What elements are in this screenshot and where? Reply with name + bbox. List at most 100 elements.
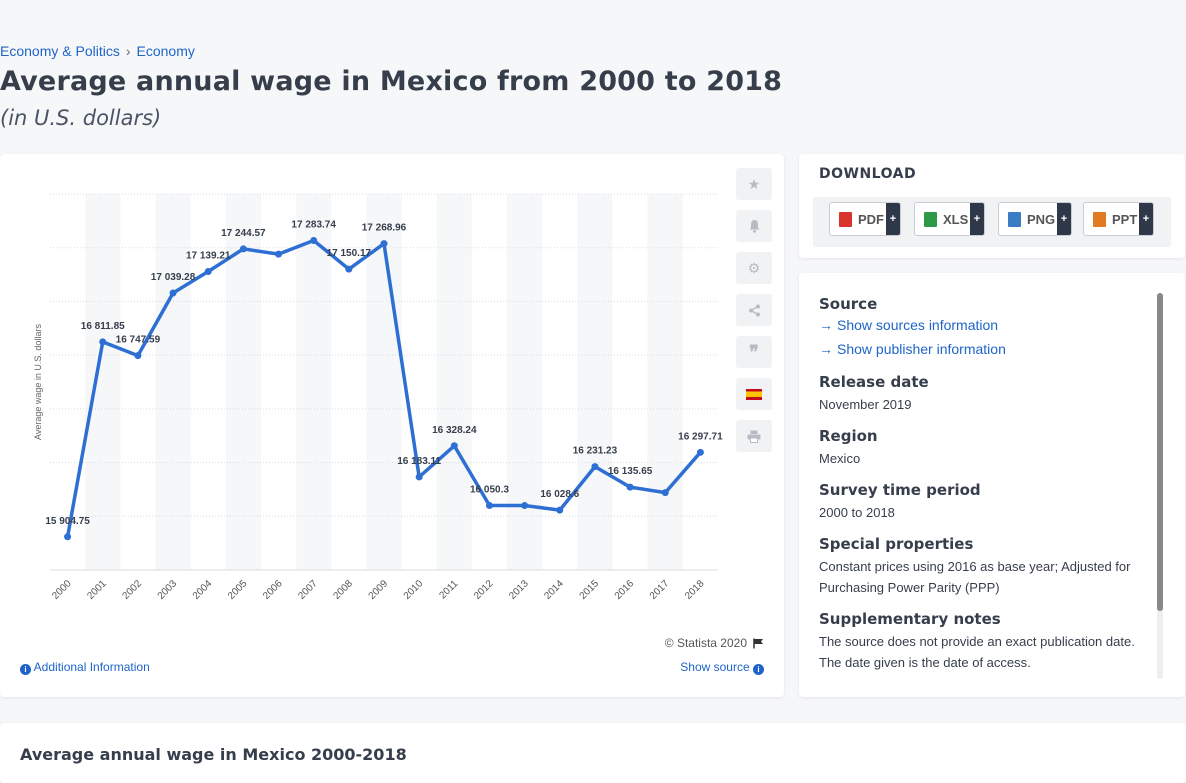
spanish-flag-icon (746, 388, 762, 400)
data-label: 17 150.17 (327, 248, 372, 259)
data-point (521, 502, 529, 510)
data-point (169, 289, 177, 297)
info-icon: i (753, 664, 764, 675)
source-heading: Source (819, 295, 878, 313)
cite-button[interactable]: ❞ (736, 336, 772, 368)
favorite-button[interactable]: ★ (736, 168, 772, 200)
ppt-file-icon (1093, 211, 1106, 227)
x-tick-label: 2011 (437, 578, 460, 601)
data-point (310, 236, 318, 244)
x-tick-label: 2015 (578, 578, 602, 602)
pdf-file-icon (839, 211, 852, 227)
page-title: Average annual wage in Mexico from 2000 … (0, 66, 783, 97)
breadcrumb-separator: › (125, 43, 131, 59)
download-ppt-button[interactable]: PPT + (1083, 202, 1154, 236)
data-label: 16 811.85 (81, 321, 125, 332)
breadcrumb-economy-politics[interactable]: Economy & Politics (0, 43, 120, 59)
data-point (485, 501, 493, 509)
data-point (380, 240, 388, 248)
download-xls-label: XLS (943, 211, 969, 227)
x-tick-label: 2002 (121, 578, 145, 602)
table-title: Average annual wage in Mexico 2000-2018 (20, 745, 407, 764)
chart-card: Average wage in U.S. dollars 2000 2001 2002… (0, 154, 784, 697)
print-icon (747, 430, 761, 443)
data-point (239, 245, 247, 253)
data-label: 16 135.65 (608, 466, 653, 477)
show-source-link[interactable]: Show source i (680, 660, 764, 675)
share-button[interactable] (736, 294, 772, 326)
special-properties-heading: Special properties (819, 535, 974, 553)
x-tick-label: 2001 (85, 578, 109, 602)
data-point (661, 489, 669, 497)
chart-toolbar: ★ ⚙ ❞ (736, 168, 772, 452)
data-point (64, 533, 72, 541)
data-label: 17 283.74 (291, 219, 336, 230)
data-label: 16 231.23 (573, 446, 618, 457)
data-label: 16 050.3 (470, 484, 509, 495)
page-subtitle: (in U.S. dollars) (0, 106, 162, 130)
special-properties-value: Constant prices using 2016 as base year;… (819, 559, 1131, 595)
details-scrollbar[interactable] (1157, 293, 1163, 679)
data-point (99, 338, 107, 346)
language-button[interactable] (736, 378, 772, 410)
additional-information-link[interactable]: i Additional Information (20, 660, 150, 675)
region-value: Mexico (819, 451, 861, 466)
details-scroll-area[interactable]: Source → Show sources information → Show p… (819, 295, 1149, 677)
chart-band (155, 194, 191, 570)
scrollbar-thumb[interactable] (1157, 293, 1163, 611)
show-sources-link[interactable]: → Show sources information (819, 313, 1149, 337)
chart-band (85, 194, 121, 570)
line-chart: Average wage in U.S. dollars 2000 2001 2002… (33, 193, 723, 602)
show-publisher-link[interactable]: → Show publisher information (819, 337, 1149, 361)
flag-report-icon[interactable] (753, 638, 764, 649)
breadcrumb: Economy & Politics › Economy (0, 43, 195, 59)
download-png-label: PNG (1027, 211, 1056, 227)
x-tick-label: 2010 (402, 578, 426, 602)
data-point (696, 448, 704, 456)
x-tick-label: 2005 (226, 578, 250, 602)
x-tick-label: 2012 (472, 578, 496, 602)
download-xls-button[interactable]: XLS + (914, 202, 985, 236)
release-date-value: November 2019 (819, 397, 912, 412)
gear-icon: ⚙ (747, 259, 761, 276)
download-pdf-label: PDF (858, 211, 884, 227)
info-icon: i (20, 664, 31, 675)
x-tick-label: 2000 (50, 578, 74, 602)
data-point (275, 250, 283, 258)
data-point (204, 268, 212, 276)
breadcrumb-economy[interactable]: Economy (136, 43, 195, 59)
download-title: DOWNLOAD (819, 166, 917, 182)
copyright: © Statista 2020 (665, 636, 764, 650)
x-tick-label: 2018 (683, 578, 707, 602)
print-button[interactable] (736, 420, 772, 452)
download-ppt-label: PPT (1112, 211, 1138, 227)
x-tick-label: 2004 (191, 578, 215, 602)
chart-band (296, 194, 332, 570)
x-tick-label: 2003 (156, 578, 180, 602)
data-label: 17 039.28 (151, 272, 196, 283)
plus-icon: + (1139, 203, 1153, 235)
star-icon: ★ (747, 175, 761, 192)
release-date-heading: Release date (819, 373, 929, 391)
chart-band (647, 194, 683, 570)
data-point (556, 506, 564, 514)
xls-file-icon (924, 211, 937, 227)
x-tick-label: 2009 (367, 578, 391, 602)
download-pdf-button[interactable]: PDF + (829, 202, 901, 236)
data-point (626, 483, 634, 491)
settings-button[interactable]: ⚙ (736, 252, 772, 284)
download-options: PDF + XLS + PNG + PPT + (813, 197, 1171, 247)
region-heading: Region (819, 427, 878, 445)
x-tick-label: 2014 (542, 578, 566, 602)
notification-button[interactable] (736, 210, 772, 242)
data-label: 16 028.6 (540, 489, 579, 500)
x-tick-label: 2013 (507, 578, 531, 602)
supplementary-notes-value: The source does not provide an exact pub… (819, 634, 1135, 670)
chart-band (577, 194, 613, 570)
data-point (450, 442, 458, 450)
survey-period-heading: Survey time period (819, 481, 981, 499)
download-png-button[interactable]: PNG + (998, 202, 1072, 236)
supplementary-notes-heading: Supplementary notes (819, 610, 1001, 628)
chart-band (366, 194, 402, 570)
bell-icon (749, 220, 759, 233)
